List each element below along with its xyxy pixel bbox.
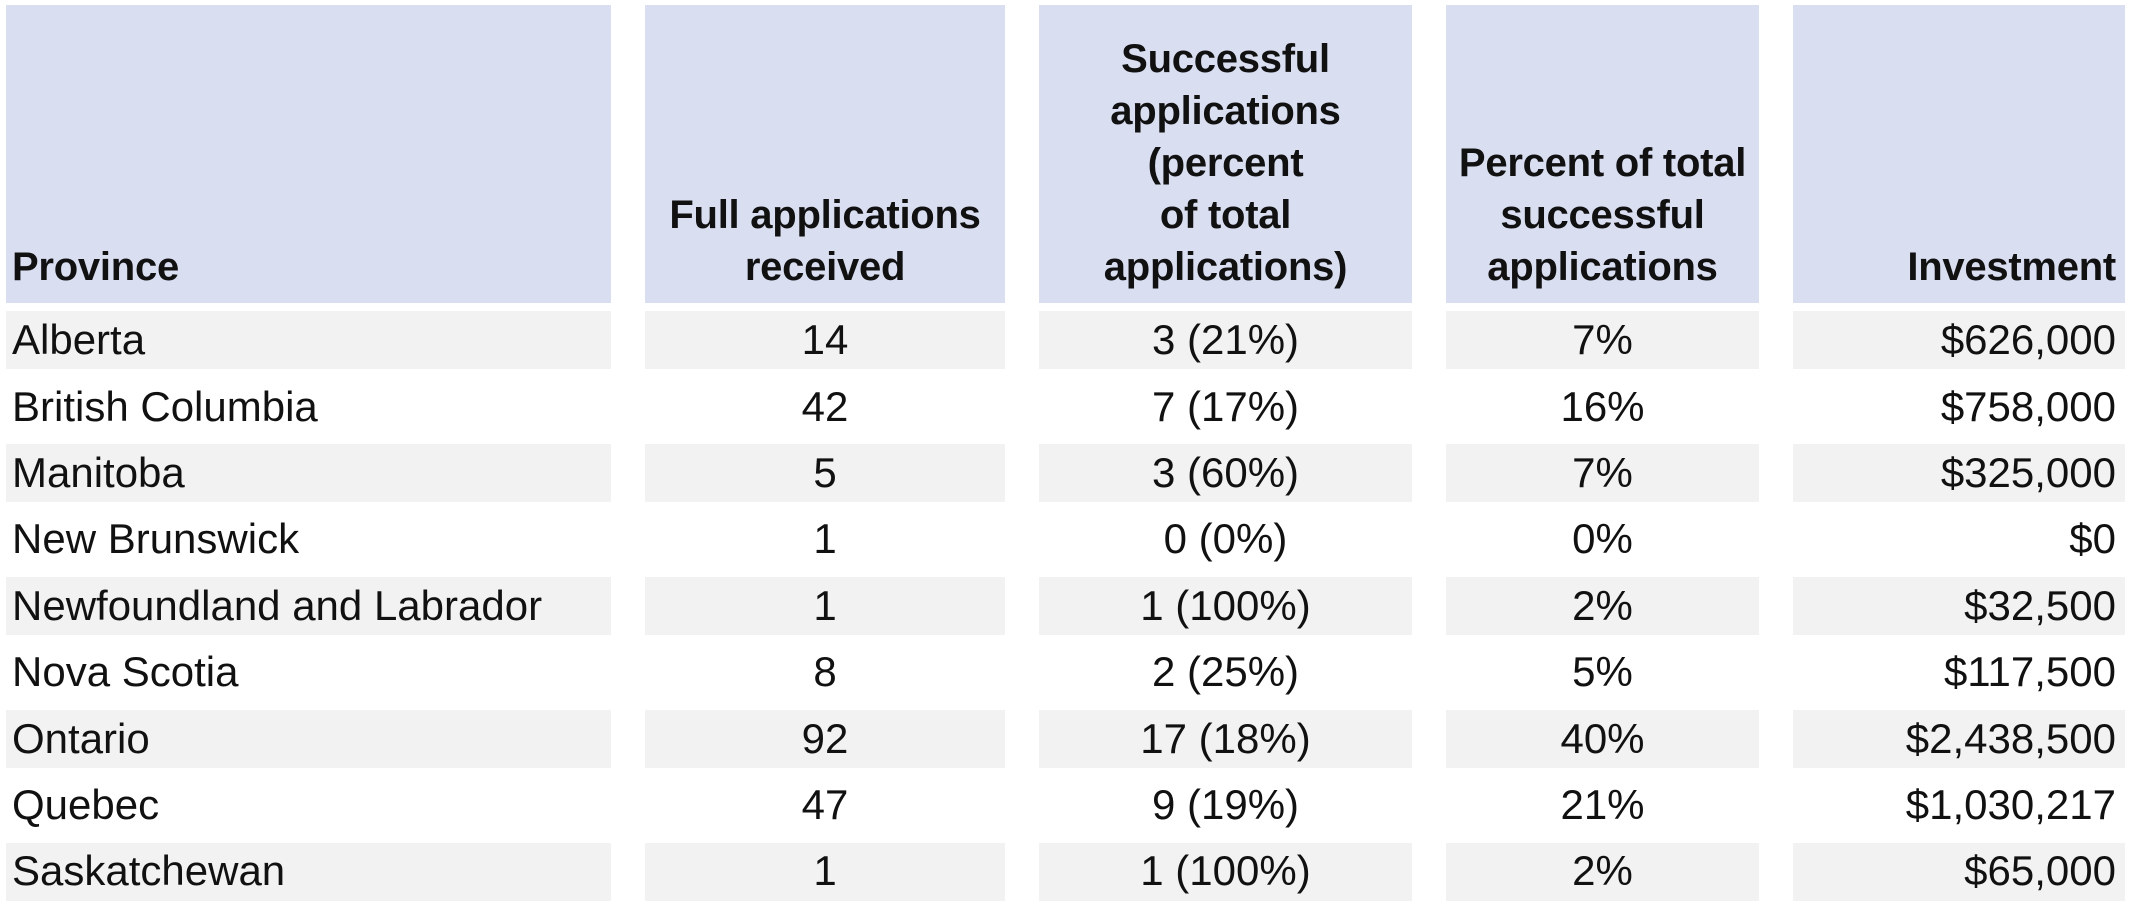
column-header-successful-applications: Successful applications (percent of tota…: [1039, 5, 1412, 303]
cell-province: Quebec: [6, 776, 611, 835]
cell-successful: 7 (17%): [1039, 377, 1412, 436]
cell-investment: $758,000: [1793, 377, 2125, 436]
cell-successful: 2 (25%): [1039, 643, 1412, 702]
cell-province: Nova Scotia: [6, 643, 611, 702]
cell-full-applications: 1: [645, 510, 1005, 569]
cell-percent-total: 40%: [1446, 709, 1759, 768]
cell-successful: 17 (18%): [1039, 709, 1412, 768]
cell-percent-total: 5%: [1446, 643, 1759, 702]
cell-full-applications: 5: [645, 444, 1005, 503]
cell-successful: 9 (19%): [1039, 776, 1412, 835]
cell-successful: 1 (100%): [1039, 576, 1412, 635]
cell-province: Manitoba: [6, 444, 611, 503]
column-header-full-applications: Full applications received: [645, 5, 1005, 303]
cell-full-applications: 92: [645, 709, 1005, 768]
cell-investment: $626,000: [1793, 311, 2125, 370]
column-header-investment: Investment: [1793, 5, 2125, 303]
cell-investment: $2,438,500: [1793, 709, 2125, 768]
cell-successful: 3 (60%): [1039, 444, 1412, 503]
cell-investment: $325,000: [1793, 444, 2125, 503]
cell-percent-total: 0%: [1446, 510, 1759, 569]
cell-successful: 3 (21%): [1039, 311, 1412, 370]
cell-percent-total: 2%: [1446, 842, 1759, 901]
cell-province: Ontario: [6, 709, 611, 768]
cell-investment: $1,030,217: [1793, 776, 2125, 835]
cell-percent-total: 2%: [1446, 576, 1759, 635]
cell-percent-total: 7%: [1446, 444, 1759, 503]
cell-full-applications: 1: [645, 842, 1005, 901]
cell-province: Newfoundland and Labrador: [6, 576, 611, 635]
cell-full-applications: 47: [645, 776, 1005, 835]
cell-province: Saskatchewan: [6, 842, 611, 901]
column-header-percent-total: Percent of total successful applications: [1446, 5, 1759, 303]
cell-investment: $117,500: [1793, 643, 2125, 702]
cell-province: British Columbia: [6, 377, 611, 436]
cell-investment: $0: [1793, 510, 2125, 569]
cell-province: Alberta: [6, 311, 611, 370]
cell-percent-total: 7%: [1446, 311, 1759, 370]
cell-successful: 1 (100%): [1039, 842, 1412, 901]
cell-investment: $32,500: [1793, 576, 2125, 635]
cell-successful: 0 (0%): [1039, 510, 1412, 569]
cell-full-applications: 1: [645, 576, 1005, 635]
cell-percent-total: 21%: [1446, 776, 1759, 835]
cell-percent-total: 16%: [1446, 377, 1759, 436]
cell-investment: $65,000: [1793, 842, 2125, 901]
column-header-province: Province: [6, 5, 611, 303]
cell-province: New Brunswick: [6, 510, 611, 569]
cell-full-applications: 42: [645, 377, 1005, 436]
cell-full-applications: 8: [645, 643, 1005, 702]
cell-full-applications: 14: [645, 311, 1005, 370]
